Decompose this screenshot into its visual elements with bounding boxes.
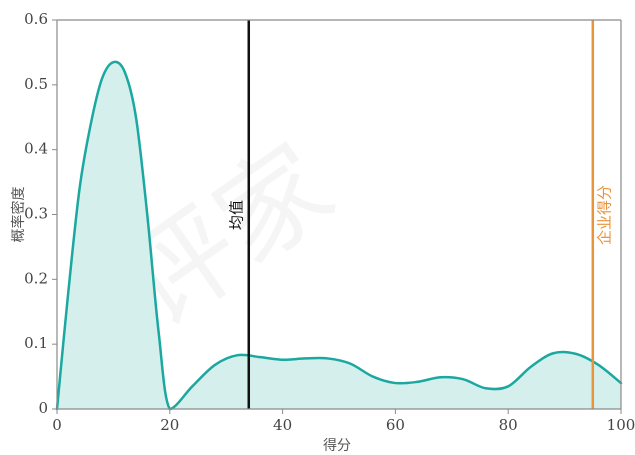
density-curve-line: [55, 60, 623, 411]
company-score-line-label: 企业得分: [595, 185, 613, 245]
y-axis-title: 概率密度: [10, 187, 27, 243]
y-tick-label: 0.5: [24, 75, 48, 93]
x-tick-label: 80: [499, 416, 518, 434]
y-tick-label: 0.1: [24, 334, 48, 352]
axes: 0 20 40 60 80 100 0 0.1 0.2 0.3 0.4 0.5 0.6: [24, 10, 635, 434]
x-axis-title: 得分: [323, 437, 351, 454]
y-tick-label: 0.4: [24, 140, 48, 158]
y-tick-label: 0.6: [24, 10, 48, 28]
x-tick-label: 40: [273, 416, 292, 434]
mean-line-label: 均值: [227, 200, 245, 230]
y-tick-label: 0.2: [24, 269, 48, 287]
reference-lines: 均值 企业得分: [227, 20, 613, 409]
x-tick-label: 0: [52, 416, 62, 434]
x-tick-label: 100: [607, 416, 635, 434]
y-tick-label: 0: [38, 399, 48, 417]
density-area-fill: [57, 61, 621, 410]
x-tick-label: 20: [160, 416, 179, 434]
x-tick-label: 60: [386, 416, 405, 434]
plot-area: [55, 60, 623, 411]
y-tick-label: 0.3: [24, 205, 48, 223]
